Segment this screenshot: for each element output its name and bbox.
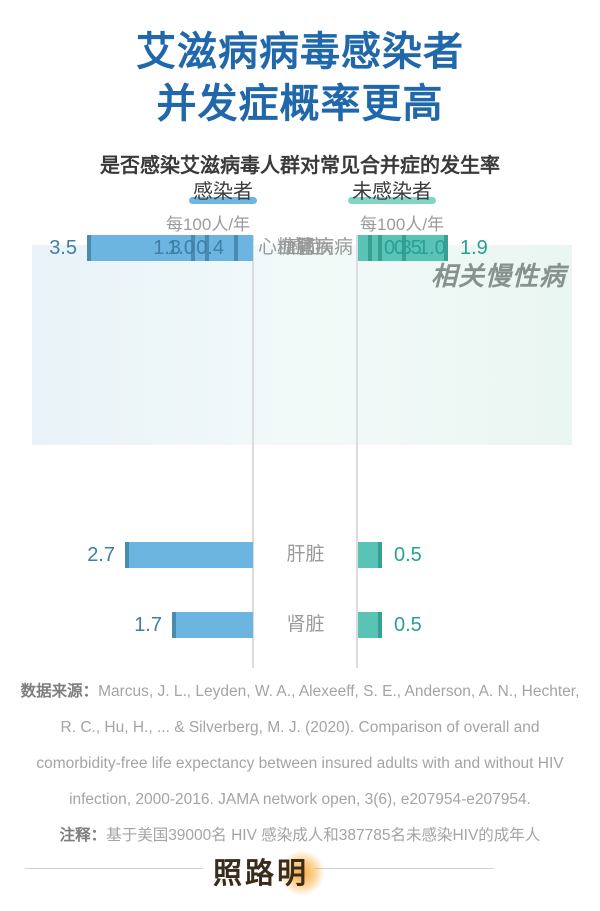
uninfected-bar xyxy=(358,612,382,638)
chart-row-kidney: 1.7 肾脏 0.5 xyxy=(0,612,600,638)
infected-value: 2.7 xyxy=(87,544,115,566)
uninfected-value: 1.9 xyxy=(460,237,488,259)
source-text: 数据来源：Marcus, J. L., Leyden, W. A., Alexe… xyxy=(20,674,580,818)
axis-divider-left xyxy=(252,235,254,668)
footer-divider-right xyxy=(314,868,494,869)
category-label: 心血管疾病 xyxy=(257,237,353,258)
infected-bar xyxy=(172,612,253,638)
footer-logo-text: 照路明 xyxy=(212,856,310,890)
uninfected-bar xyxy=(358,542,382,568)
category-label: 癌症 xyxy=(286,237,325,258)
footer-divider-left xyxy=(25,868,203,869)
source-label: 数据来源： xyxy=(20,683,99,700)
axis-divider-right xyxy=(356,235,358,668)
legend-marker-infected xyxy=(189,197,257,204)
page-title-line1: 艾滋病病毒感染者 xyxy=(136,30,464,74)
infected-value: 1.7 xyxy=(134,614,162,636)
uninfected-value: 1.0 xyxy=(418,237,446,259)
infected-value: 1.3 xyxy=(153,237,181,259)
unit-label-left: 每100人/年 xyxy=(165,215,251,234)
category-label: 肾脏 xyxy=(286,614,325,635)
chart-row-cancer: 1.0 癌症 0.5 xyxy=(0,235,600,261)
uninfected-value: 0.5 xyxy=(394,237,422,259)
chart-subtitle: 是否感染艾滋病毒人群对常见合并症的发生率 xyxy=(100,155,500,177)
chart-annotation: 相关慢性病 xyxy=(430,261,566,291)
infected-bar xyxy=(125,542,253,568)
infected-value: 0.4 xyxy=(196,237,224,259)
note-content: 基于美国39000名 HIV 感染成人和387785名未感染HIV的成年人 xyxy=(106,827,541,844)
note-text: 注释：基于美国39000名 HIV 感染成人和387785名未感染HIV的成年人 xyxy=(20,818,580,854)
legend-infected: 感染者 xyxy=(189,181,257,204)
unit-label-right: 每100人/年 xyxy=(359,215,445,234)
source-block: 数据来源：Marcus, J. L., Leyden, W. A., Alexe… xyxy=(20,674,580,854)
chart-area: 相关慢性病 2.7 肝脏 0.5 1.7 肾脏 0.5 3.5 肺 1.9 1.… xyxy=(0,235,600,676)
page-title: 艾滋病病毒感染者 并发症概率更高 xyxy=(0,26,600,130)
chart-row-cardiovascular: 0.4 心血管疾病 0.3 xyxy=(0,235,600,261)
note-label: 注释： xyxy=(59,827,107,844)
legend-marker-uninfected xyxy=(348,197,436,204)
category-label: 糖尿病 xyxy=(276,237,334,258)
category-label: 肝脏 xyxy=(286,544,325,565)
chart-row-liver: 2.7 肝脏 0.5 xyxy=(0,542,600,568)
legend-infected-label: 感染者 xyxy=(193,181,253,203)
page-title-line2: 并发症概率更高 xyxy=(156,82,444,126)
uninfected-value: 0.5 xyxy=(394,614,422,636)
uninfected-value: 0.5 xyxy=(394,544,422,566)
source-citation: Marcus, J. L., Leyden, W. A., Alexeeff, … xyxy=(36,683,580,808)
footer-logo: 照路明 xyxy=(212,850,326,896)
highlight-region xyxy=(32,245,572,445)
uninfected-value: 0.3 xyxy=(384,237,412,259)
infected-bar xyxy=(234,235,253,261)
legend-uninfected-label: 未感染者 xyxy=(352,181,432,203)
category-label: 肺 xyxy=(295,237,315,258)
uninfected-bar xyxy=(358,235,372,261)
infected-value: 3.5 xyxy=(49,237,77,259)
infected-value: 1.0 xyxy=(167,237,195,259)
legend-uninfected: 未感染者 xyxy=(348,181,436,204)
